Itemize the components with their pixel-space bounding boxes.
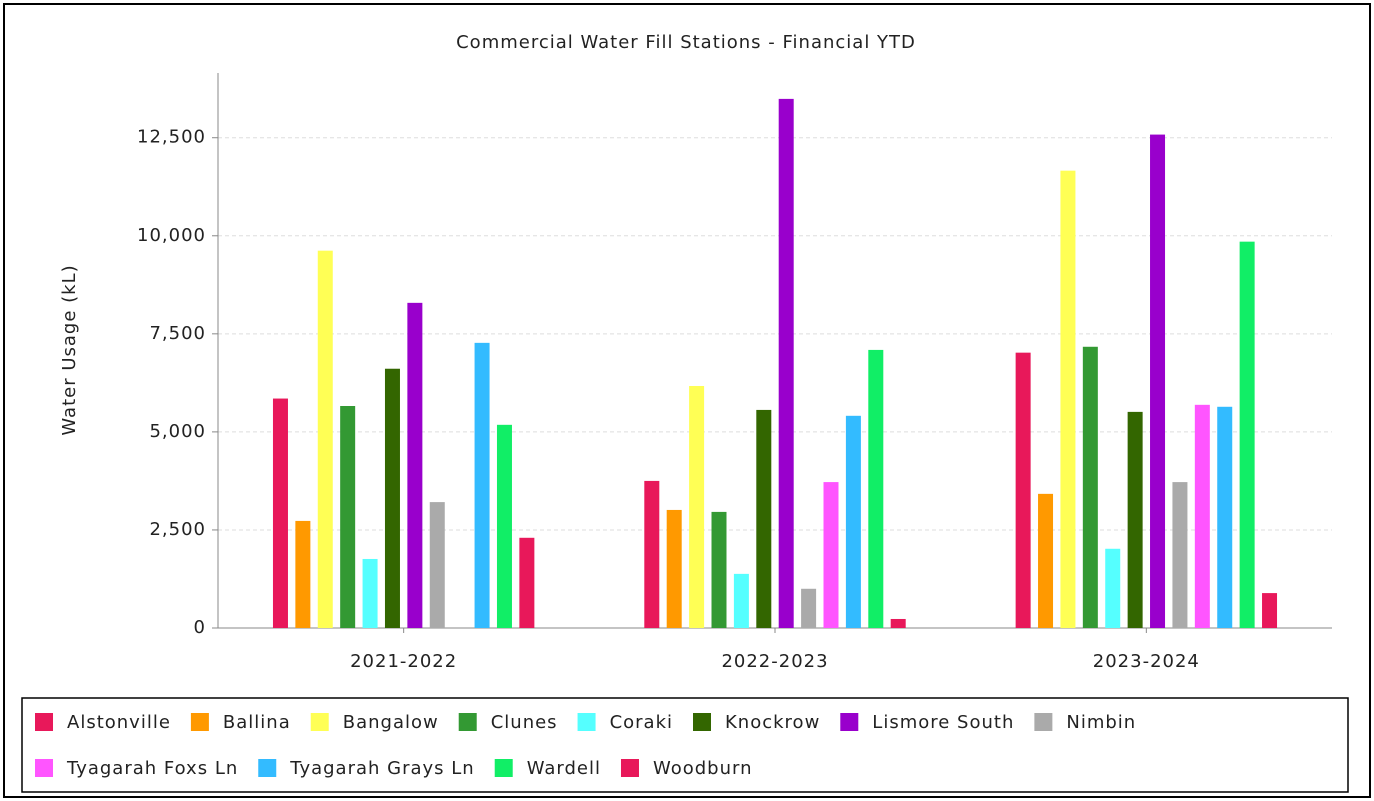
bar (823, 482, 839, 628)
bar (689, 385, 705, 628)
bar (272, 398, 288, 628)
legend-label: Coraki (610, 712, 673, 733)
bar (362, 558, 378, 628)
bar (644, 480, 660, 628)
bar (890, 618, 906, 628)
legend-label: Nimbin (1066, 712, 1136, 733)
y-tick-label: 2,500 (149, 519, 206, 540)
legend-swatch (310, 713, 329, 731)
legend-label: Wardell (527, 758, 601, 779)
x-tick-label: 2021-2022 (350, 651, 457, 672)
bar (1060, 170, 1076, 628)
bar (474, 342, 490, 628)
bar (317, 250, 333, 628)
bar (1262, 593, 1278, 628)
bar (496, 424, 512, 628)
bar (1194, 404, 1210, 628)
bar (1038, 493, 1054, 628)
legend-swatch (1034, 713, 1053, 731)
bar (845, 415, 861, 628)
bar (1217, 406, 1233, 628)
bar (778, 98, 794, 629)
bar (733, 573, 749, 628)
legend-label: Alstonville (67, 712, 171, 733)
legend-label: Tyagarah Foxs Ln (66, 758, 238, 779)
bar (384, 368, 400, 628)
legend-swatch (577, 713, 596, 731)
legend-swatch (35, 713, 53, 731)
bar (1239, 241, 1255, 629)
y-tick-label: 12,500 (137, 127, 206, 148)
legend-label: Bangalow (343, 712, 439, 733)
legend-swatch (693, 713, 711, 731)
legend-swatch (35, 759, 53, 777)
bar (1150, 134, 1166, 628)
bar (1082, 346, 1098, 628)
bar (1172, 482, 1188, 628)
y-axis-label: Water Usage (kL) (59, 264, 80, 435)
bar (340, 406, 356, 628)
bar (711, 511, 727, 628)
legend-label: Ballina (223, 712, 291, 733)
legend-swatch (258, 759, 277, 777)
chart-title: Commercial Water Fill Stations - Financi… (456, 32, 916, 53)
legend-label: Clunes (491, 712, 558, 733)
bar (1105, 548, 1121, 628)
bar (295, 520, 311, 628)
legend-swatch (840, 713, 859, 731)
x-tick-label: 2022-2023 (721, 651, 828, 672)
legend-swatch (494, 759, 513, 777)
legend-label: Tyagarah Grays Ln (289, 758, 474, 779)
y-tick-label: 0 (194, 617, 206, 638)
legend-swatch (620, 759, 639, 777)
legend-swatch (190, 713, 209, 731)
bar (756, 409, 772, 628)
legend-label: Knockrow (725, 712, 820, 733)
y-tick-label: 7,500 (149, 323, 206, 344)
legend-box (21, 697, 1349, 793)
legend-label: Woodburn (653, 758, 753, 779)
legend-label: Lismore South (872, 712, 1014, 733)
bar (1015, 352, 1031, 628)
legend-swatch (458, 713, 477, 731)
bar (407, 302, 423, 628)
bar (868, 349, 884, 628)
bar (666, 509, 682, 628)
y-tick-label: 10,000 (137, 225, 206, 246)
bar (429, 502, 445, 628)
chart-border (3, 3, 1371, 798)
y-tick-label: 5,000 (149, 421, 206, 442)
bar (1127, 411, 1143, 628)
x-tick-label: 2023-2024 (1093, 651, 1200, 672)
bar (801, 588, 817, 628)
bar (519, 537, 535, 628)
